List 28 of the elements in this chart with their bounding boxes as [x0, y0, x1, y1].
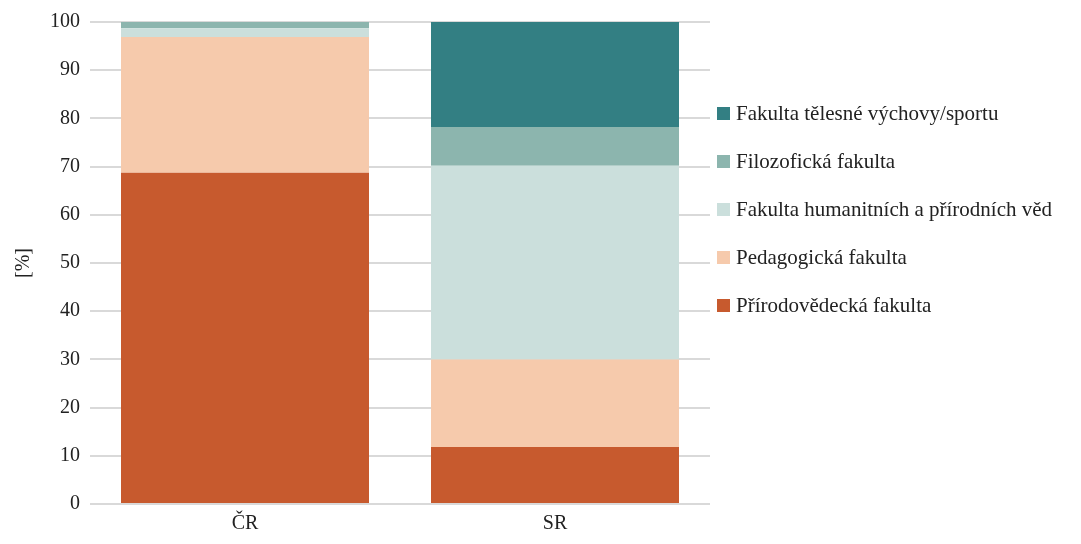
- y-tick-label: 30: [60, 346, 80, 369]
- bar: [431, 359, 679, 448]
- y-tick-label: 0: [70, 491, 80, 514]
- y-tick-label: 80: [60, 105, 80, 128]
- y-tick-label: 10: [60, 443, 80, 466]
- y-tick-label: 20: [60, 394, 80, 417]
- bar: [431, 165, 679, 360]
- legend-label: Pedagogická fakulta: [736, 244, 907, 270]
- bar: [431, 447, 679, 503]
- bar: [121, 22, 369, 29]
- y-tick-label: 100: [50, 9, 80, 32]
- legend-label: Fakulta tělesné výchovy/sportu: [736, 100, 999, 126]
- legend-label: Fakulta humanitních a přírodních věd: [736, 196, 1053, 222]
- legend-label: Filozofická fakulta: [736, 148, 896, 174]
- y-tick-label: 50: [60, 250, 80, 273]
- bar: [121, 28, 369, 37]
- bar: [431, 127, 679, 166]
- x-tick-label: ČR: [231, 510, 259, 534]
- y-tick-label: 40: [60, 298, 80, 321]
- y-tick-label: 60: [60, 202, 80, 225]
- bar: [431, 22, 679, 128]
- x-tick-label: SR: [542, 511, 568, 534]
- bar: [121, 36, 369, 173]
- y-axis-title: [%]: [11, 248, 34, 278]
- y-tick-label: 90: [60, 57, 80, 80]
- bar: [121, 172, 369, 503]
- y-tick-label: 70: [60, 153, 80, 176]
- legend-label: Přírodovědecká fakulta: [736, 292, 932, 318]
